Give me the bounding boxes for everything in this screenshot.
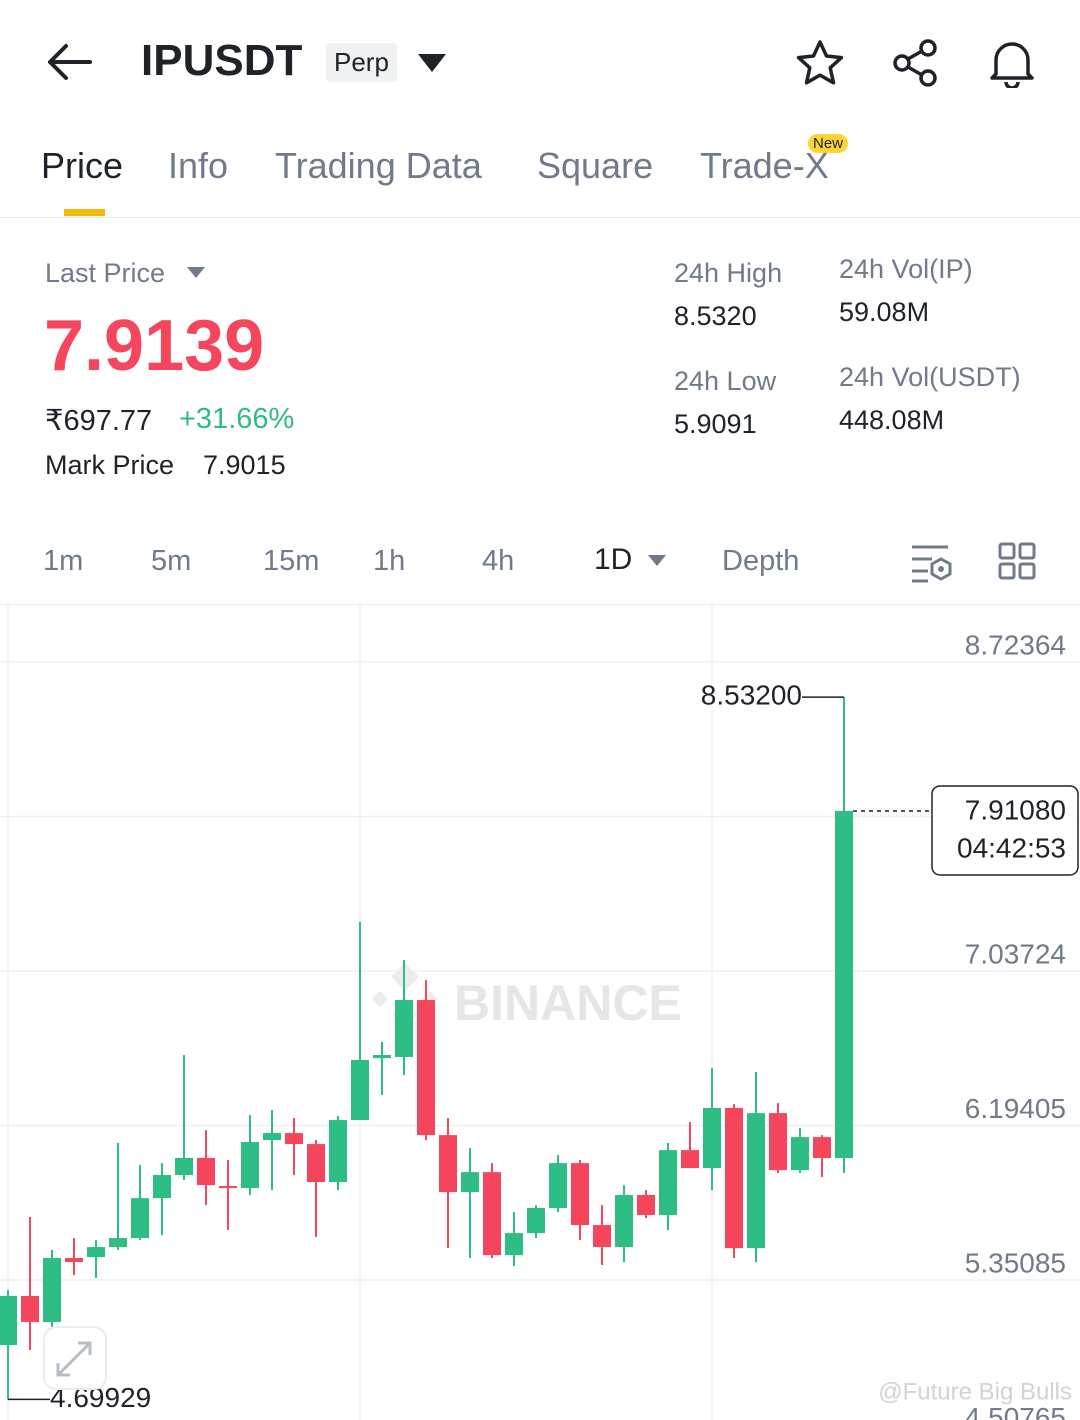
timeframe[interactable]: 1m bbox=[43, 545, 84, 577]
share-button[interactable] bbox=[890, 38, 942, 88]
watermark: BINANCE bbox=[372, 963, 682, 1031]
stat-label: 24h Vol(USDT) bbox=[839, 362, 1021, 392]
candle-body bbox=[483, 1172, 501, 1256]
stat-label: 24h Vol(IP) bbox=[839, 254, 973, 284]
y-tick-label: 7.03724 bbox=[965, 938, 1066, 969]
candle-body bbox=[109, 1238, 127, 1248]
candle-body bbox=[21, 1295, 39, 1322]
candle-body bbox=[43, 1258, 61, 1322]
candle-body bbox=[65, 1258, 83, 1263]
timeframe-bar: 1m 5m 15m 1h 4h 1D Depth bbox=[0, 525, 1080, 605]
candle-body bbox=[307, 1144, 325, 1182]
candle-body bbox=[593, 1225, 611, 1248]
tab[interactable]: Square bbox=[537, 145, 654, 186]
tab[interactable]: Trading Data bbox=[275, 145, 482, 186]
symbol-dropdown[interactable] bbox=[416, 52, 448, 74]
top-bar: IPUSDT Perp bbox=[0, 0, 1080, 125]
tab[interactable]: Trade-X bbox=[700, 145, 829, 186]
candle-body bbox=[175, 1157, 193, 1176]
y-tick-label: 6.19405 bbox=[965, 1093, 1066, 1124]
last-price-label: 7.91080 bbox=[965, 794, 1066, 825]
candle-body bbox=[351, 1059, 369, 1121]
tab[interactable]: Price bbox=[41, 145, 124, 186]
candle-body bbox=[373, 1055, 391, 1059]
candle-body bbox=[285, 1133, 303, 1145]
stat-label: 24h High bbox=[674, 258, 783, 288]
countdown: 04:42:53 bbox=[957, 832, 1066, 863]
candle-body bbox=[87, 1247, 105, 1258]
tab-indicator bbox=[64, 209, 105, 216]
candle-body bbox=[0, 1295, 17, 1346]
stat-value: 448.08M bbox=[839, 405, 945, 435]
back-button[interactable] bbox=[44, 40, 94, 84]
candle-body bbox=[527, 1208, 545, 1234]
timeframe[interactable]: 5m bbox=[151, 545, 192, 577]
candle-body bbox=[197, 1157, 215, 1186]
candle-body bbox=[769, 1113, 787, 1171]
y-tick-label: 4.50765 bbox=[965, 1402, 1066, 1420]
price-change: +31.66% bbox=[179, 403, 295, 435]
watermark-text: BINANCE bbox=[454, 975, 682, 1031]
candlestick-chart: BINANCE 8.723647.880447.037246.194055.35… bbox=[0, 605, 1080, 1420]
tab[interactable]: Info bbox=[168, 145, 229, 186]
candle-body bbox=[263, 1133, 281, 1141]
candle-body bbox=[681, 1150, 699, 1169]
favorite-button[interactable] bbox=[794, 38, 846, 88]
timeframe-dropdown[interactable] bbox=[647, 554, 667, 568]
candle-body bbox=[131, 1198, 149, 1239]
candle-body bbox=[615, 1195, 633, 1248]
y-tick-label: 8.72364 bbox=[965, 629, 1066, 660]
stat-value: 59.08M bbox=[839, 297, 930, 327]
candle-body bbox=[417, 1000, 435, 1136]
candle-body bbox=[725, 1107, 743, 1249]
timeframe[interactable]: 15m bbox=[263, 545, 320, 577]
last-price: 7.9139 bbox=[44, 306, 265, 386]
stat-value: 5.9091 bbox=[674, 409, 757, 439]
stat-label: 24h Low bbox=[674, 366, 777, 396]
y-tick-label: 5.35085 bbox=[965, 1247, 1066, 1278]
last-price-dropdown[interactable] bbox=[186, 266, 206, 280]
tab-bar: Price Info Trading Data Square Trade-X N… bbox=[0, 125, 1080, 218]
timeframe[interactable]: 1h bbox=[373, 545, 406, 577]
candle-body bbox=[549, 1163, 567, 1209]
candle-body bbox=[153, 1175, 171, 1199]
stat-value: 8.5320 bbox=[674, 301, 757, 331]
candle-body bbox=[791, 1137, 809, 1171]
credit-watermark: @Future Big Bulls bbox=[878, 1378, 1072, 1405]
candle-body bbox=[637, 1195, 655, 1215]
perp-badge: Perp bbox=[326, 43, 397, 82]
alert-button[interactable] bbox=[986, 36, 1038, 88]
candle-body bbox=[439, 1135, 457, 1193]
timeframe-selected[interactable]: 1D bbox=[594, 543, 633, 576]
timeframe[interactable]: 4h bbox=[482, 545, 515, 577]
mark-price-label: Mark Price bbox=[45, 450, 175, 480]
candle-body bbox=[461, 1172, 479, 1193]
mark-price: 7.9015 bbox=[203, 450, 286, 480]
candle-body bbox=[571, 1163, 589, 1226]
candle-body bbox=[241, 1142, 259, 1189]
candle-body bbox=[835, 810, 853, 1158]
candle-body bbox=[747, 1113, 765, 1249]
high-label: 8.53200 bbox=[701, 680, 802, 711]
candle-body bbox=[395, 1000, 413, 1058]
layout-button[interactable] bbox=[998, 542, 1038, 582]
candle-body bbox=[505, 1233, 523, 1256]
last-price-label[interactable]: Last Price bbox=[45, 258, 166, 288]
candle-body bbox=[813, 1137, 831, 1158]
candle-body bbox=[659, 1150, 677, 1215]
candle-body bbox=[329, 1120, 347, 1182]
timeframe[interactable]: Depth bbox=[722, 545, 800, 577]
new-badge: New bbox=[808, 134, 849, 153]
candle-body bbox=[703, 1107, 721, 1169]
indicator-settings[interactable] bbox=[910, 543, 954, 583]
candle-body bbox=[219, 1186, 237, 1189]
fiat-price: ₹697.77 bbox=[45, 405, 153, 437]
last-price-box bbox=[931, 785, 1079, 876]
expand-icon bbox=[56, 1341, 92, 1377]
symbol[interactable]: IPUSDT bbox=[141, 36, 303, 85]
